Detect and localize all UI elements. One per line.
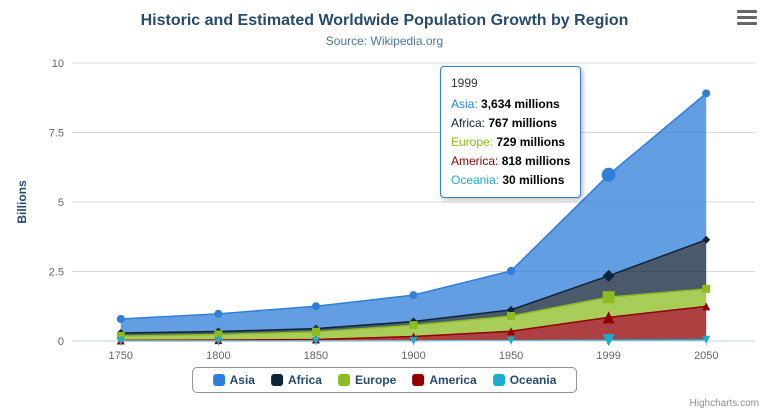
marker-asia-1999[interactable] (601, 167, 616, 182)
tooltip-row-america: America: 818 millions (451, 154, 571, 168)
marker-africa-1950[interactable] (507, 305, 516, 314)
legend-item-america[interactable]: America (412, 373, 477, 387)
marker-europe-1999[interactable] (602, 291, 615, 304)
x-axis-label: 1850 (304, 350, 328, 362)
legend-label: Asia (229, 373, 255, 387)
tooltip-row-asia: Asia: 3,634 millions (451, 97, 560, 111)
x-axis-label: 2050 (694, 350, 718, 362)
highcharts-credit[interactable]: Highcharts.com (689, 398, 759, 409)
legend-label: Europe (354, 373, 397, 387)
x-axis-label: 1999 (596, 350, 620, 362)
x-axis-label: 1750 (109, 350, 133, 362)
tooltip-row-africa: Africa: 767 millions (451, 116, 558, 130)
marker-asia-1950[interactable] (507, 266, 516, 275)
series-area-america[interactable] (120, 306, 707, 341)
marker-europe-1950[interactable] (507, 312, 516, 321)
tooltip: 1999 Asia: 3,634 millions Africa: 767 mil… (440, 66, 582, 198)
marker-europe-1750[interactable] (116, 331, 125, 340)
series-area-asia[interactable] (120, 93, 707, 333)
chart-subtitle: Source: Wikipedia.org (325, 34, 444, 48)
legend-symbol-icon (212, 374, 225, 386)
marker-oceania-1950[interactable] (507, 336, 516, 345)
legend-label: Oceania (509, 373, 557, 387)
hamburger-menu-icon (737, 16, 757, 19)
marker-asia-1900[interactable] (409, 291, 418, 300)
marker-africa-2050[interactable] (702, 235, 711, 244)
marker-oceania-1999[interactable] (602, 334, 615, 347)
y-axis-label: 7.5 (49, 128, 64, 140)
series-area-africa[interactable] (120, 239, 707, 336)
hamburger-menu-icon (737, 22, 757, 25)
export-menu-button[interactable] (737, 10, 757, 25)
marker-africa-1999[interactable] (602, 269, 615, 282)
legend-symbol-icon (412, 374, 425, 386)
hamburger-menu-icon (737, 10, 757, 13)
marker-europe-2050[interactable] (702, 284, 711, 293)
marker-europe-1850[interactable] (311, 327, 320, 336)
marker-asia-1850[interactable] (311, 302, 320, 311)
marker-asia-1800[interactable] (214, 309, 223, 318)
tooltip-row-europe: Europe: 729 millions (451, 135, 566, 149)
y-axis-label: 2.5 (49, 267, 64, 279)
legend-item-europe[interactable]: Europe (337, 373, 397, 387)
legend-symbol-icon (270, 374, 283, 386)
legend-item-oceania[interactable]: Oceania (492, 373, 557, 387)
tooltip-rows: Asia: 3,634 millions Africa: 767 millions… (451, 95, 570, 190)
chart-title: Historic and Estimated Worldwide Populat… (140, 12, 629, 29)
x-axis-label: 1800 (206, 350, 230, 362)
x-axis-label: 1900 (401, 350, 425, 362)
y-axis-label: 10 (52, 58, 64, 70)
tooltip-header: 1999 (451, 76, 478, 90)
marker-asia-1750[interactable] (116, 315, 125, 324)
marker-america-1950[interactable] (507, 327, 516, 336)
x-axis-label: 1950 (499, 350, 523, 362)
marker-asia-2050[interactable] (702, 89, 711, 98)
legend-item-asia[interactable]: Asia (212, 373, 255, 387)
marker-oceania-1750[interactable] (116, 336, 125, 345)
marker-america-2050[interactable] (702, 302, 711, 311)
marker-america-1999[interactable] (602, 311, 615, 324)
legend-symbol-icon (492, 374, 505, 386)
legend-label: America (429, 373, 477, 387)
y-axis-title: Billions (15, 180, 29, 224)
legend-item-africa[interactable]: Africa (270, 373, 322, 387)
y-axis-label: 0 (58, 336, 64, 348)
marker-oceania-1800[interactable] (214, 336, 223, 345)
legend: Asia Africa Europe America Oceania (191, 367, 578, 393)
legend-symbol-icon (337, 374, 350, 386)
legend-label: Africa (287, 373, 322, 387)
marker-oceania-1900[interactable] (409, 336, 418, 345)
marker-europe-1800[interactable] (214, 330, 223, 339)
marker-oceania-2050[interactable] (702, 335, 711, 344)
y-axis-label: 5 (58, 197, 64, 209)
marker-europe-1900[interactable] (409, 321, 418, 330)
tooltip-row-oceania: Oceania: 30 millions (451, 173, 565, 187)
marker-oceania-1850[interactable] (311, 336, 320, 345)
